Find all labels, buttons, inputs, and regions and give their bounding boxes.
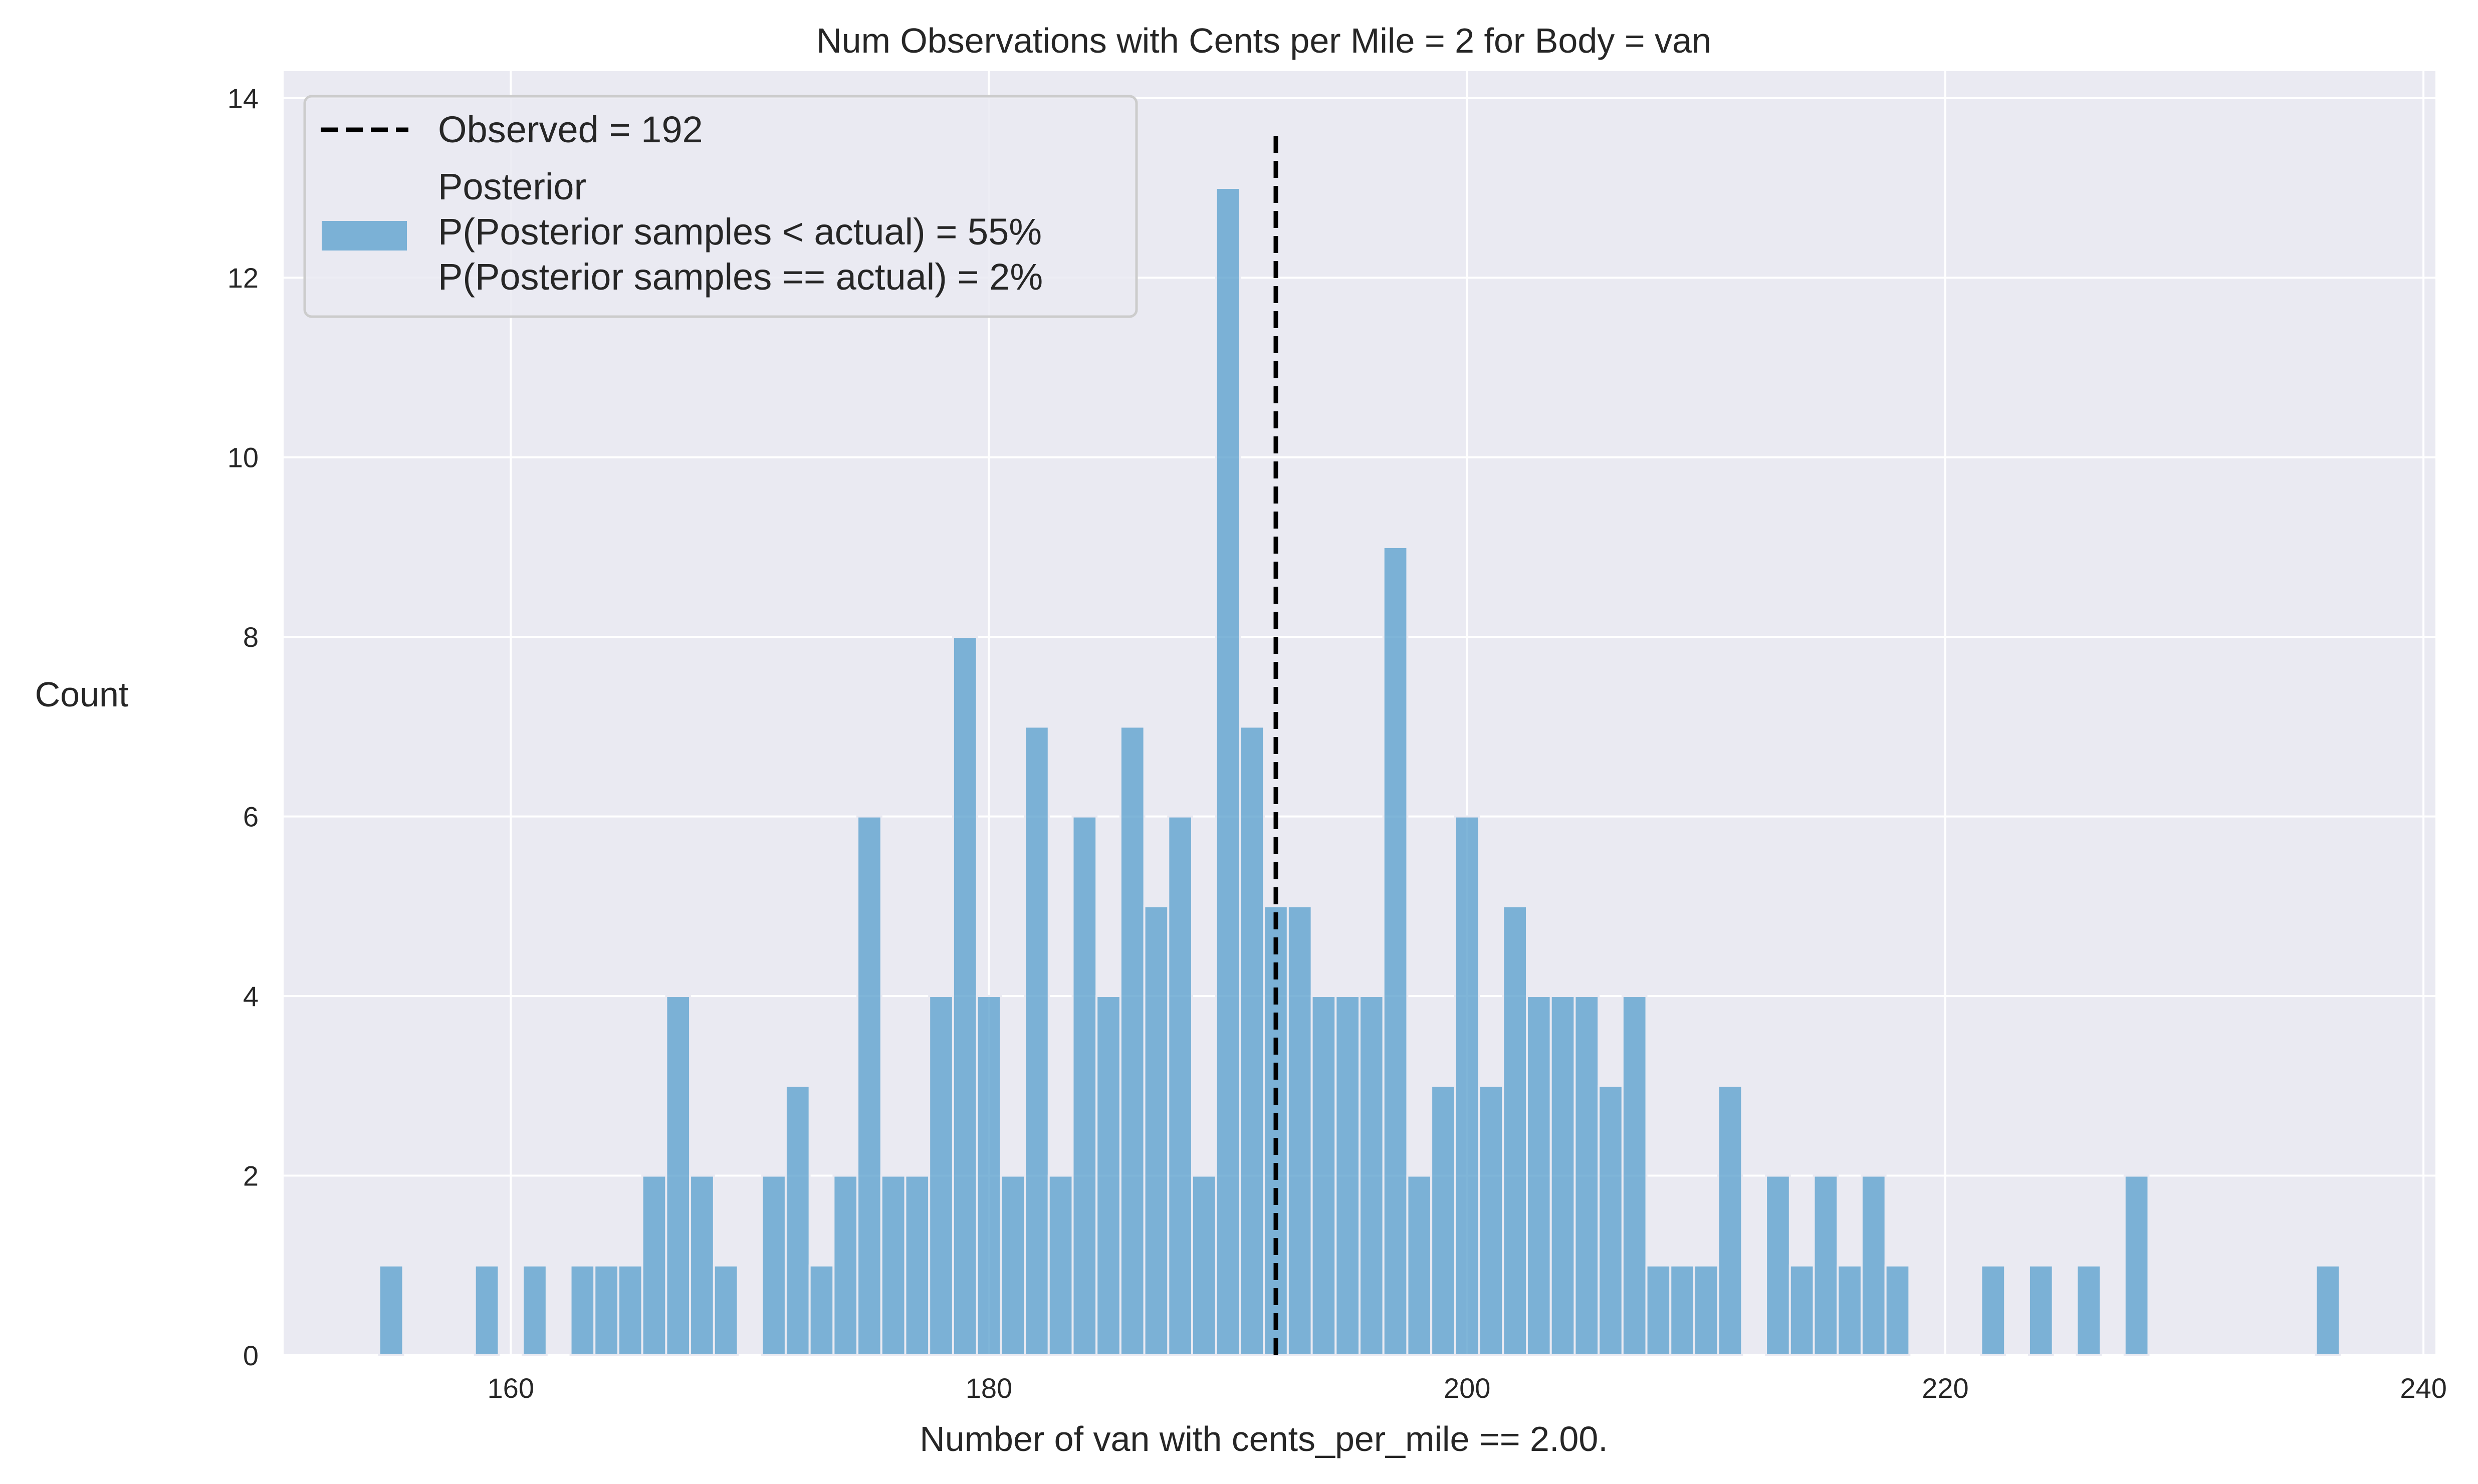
legend-observed-label: Observed = 192 <box>438 109 703 150</box>
histogram-bar <box>1525 995 1552 1356</box>
histogram-bar <box>1382 546 1409 1356</box>
histogram-bar <box>593 1264 619 1357</box>
histogram-bar <box>2028 1264 2054 1357</box>
histogram-bar <box>1239 725 1265 1356</box>
x-tick-label: 180 <box>966 1372 1012 1404</box>
histogram-bar <box>2076 1264 2102 1357</box>
histogram-bar <box>617 1264 643 1357</box>
legend: Observed = 192 Posterior P(Posterior sam… <box>303 95 1138 318</box>
y-tick-label: 2 <box>243 1160 259 1192</box>
legend-posterior-equal: P(Posterior samples == actual) = 2% <box>438 256 1043 298</box>
histogram-bar <box>665 995 692 1356</box>
histogram-bar <box>1454 815 1480 1356</box>
x-tick-label: 240 <box>2400 1372 2446 1404</box>
histogram-bar <box>880 1174 907 1357</box>
histogram-bar <box>1621 995 1648 1356</box>
y-tick-label: 8 <box>243 621 259 653</box>
legend-posterior-less: P(Posterior samples < actual) = 55% <box>438 211 1042 253</box>
histogram-bar <box>641 1174 667 1357</box>
x-tick-label: 200 <box>1444 1372 1490 1404</box>
histogram-bar <box>1406 1174 1433 1357</box>
histogram-bar <box>713 1264 739 1357</box>
histogram-bar <box>1478 1085 1504 1356</box>
histogram-bar <box>1980 1264 2006 1357</box>
x-tick-label: 160 <box>488 1372 534 1404</box>
histogram-bar <box>1502 905 1528 1357</box>
histogram-bar <box>1191 1174 1217 1357</box>
histogram-bar <box>928 995 954 1356</box>
histogram-bar <box>1215 187 1241 1356</box>
histogram-bar <box>2123 1174 2150 1357</box>
y-axis-label: Count <box>35 675 129 714</box>
chart-title: Num Observations with Cents per Mile = 2… <box>816 21 1711 60</box>
histogram-bar <box>1860 1174 1887 1357</box>
y-tick-label: 14 <box>228 83 259 114</box>
legend-posterior-title: Posterior <box>438 166 586 207</box>
histogram-bar <box>1598 1085 1624 1356</box>
histogram-bar <box>761 1174 787 1357</box>
histogram-bar <box>1024 725 1050 1356</box>
histogram-bar <box>1813 1174 1839 1357</box>
histogram-bar <box>1717 1085 1743 1356</box>
histogram-bar <box>904 1174 931 1357</box>
legend-posterior-swatch <box>322 221 407 251</box>
histogram-bar <box>1573 995 1600 1356</box>
histogram-bar <box>1837 1264 1863 1357</box>
y-tick-label: 6 <box>243 801 259 833</box>
histogram-bar <box>1167 815 1194 1356</box>
histogram-bar <box>569 1264 596 1357</box>
histogram-bar <box>1095 995 1121 1356</box>
histogram-bar <box>832 1174 859 1357</box>
histogram-bar <box>1430 1085 1456 1356</box>
histogram-bar <box>1334 995 1361 1356</box>
histogram-bar <box>856 815 882 1356</box>
histogram-bar <box>689 1174 715 1357</box>
histogram-bar <box>1788 1264 1815 1357</box>
histogram-bar <box>522 1264 548 1357</box>
y-tick-label: 4 <box>243 980 259 1012</box>
histogram-bar <box>1693 1264 1719 1357</box>
histogram-bar <box>1549 995 1576 1356</box>
histogram-bars <box>378 187 2341 1357</box>
histogram-bar <box>1047 1174 1074 1357</box>
y-tick-label: 12 <box>228 262 259 294</box>
histogram-bar <box>1071 815 1098 1356</box>
histogram-bar <box>1645 1264 1672 1357</box>
histogram-bar <box>1765 1174 1791 1357</box>
histogram-bar <box>1669 1264 1695 1357</box>
histogram-bar <box>1143 905 1170 1357</box>
x-axis-label: Number of van with cents_per_mile == 2.0… <box>920 1419 1608 1458</box>
legend-box <box>303 95 1138 318</box>
histogram-bar <box>952 636 978 1356</box>
y-tick-label: 0 <box>243 1340 259 1371</box>
histogram-bar <box>784 1085 811 1356</box>
x-tick-label: 220 <box>1922 1372 1968 1404</box>
histogram-bar <box>2315 1264 2341 1357</box>
histogram-bar <box>808 1264 835 1357</box>
x-axis-ticks: 160 180 200 220 240 <box>488 1372 2447 1404</box>
histogram-bar <box>1310 995 1337 1356</box>
histogram-bar <box>1286 905 1313 1357</box>
y-axis-ticks: 0 2 4 6 8 10 12 14 <box>228 83 259 1371</box>
histogram-bar <box>1359 995 1385 1356</box>
histogram-bar <box>1884 1264 1911 1357</box>
histogram-bar <box>378 1264 404 1357</box>
y-tick-label: 10 <box>228 442 259 473</box>
histogram-bar <box>976 995 1002 1356</box>
histogram-bar <box>1000 1174 1026 1357</box>
histogram-bar <box>1119 725 1146 1356</box>
histogram-bar <box>474 1264 500 1357</box>
